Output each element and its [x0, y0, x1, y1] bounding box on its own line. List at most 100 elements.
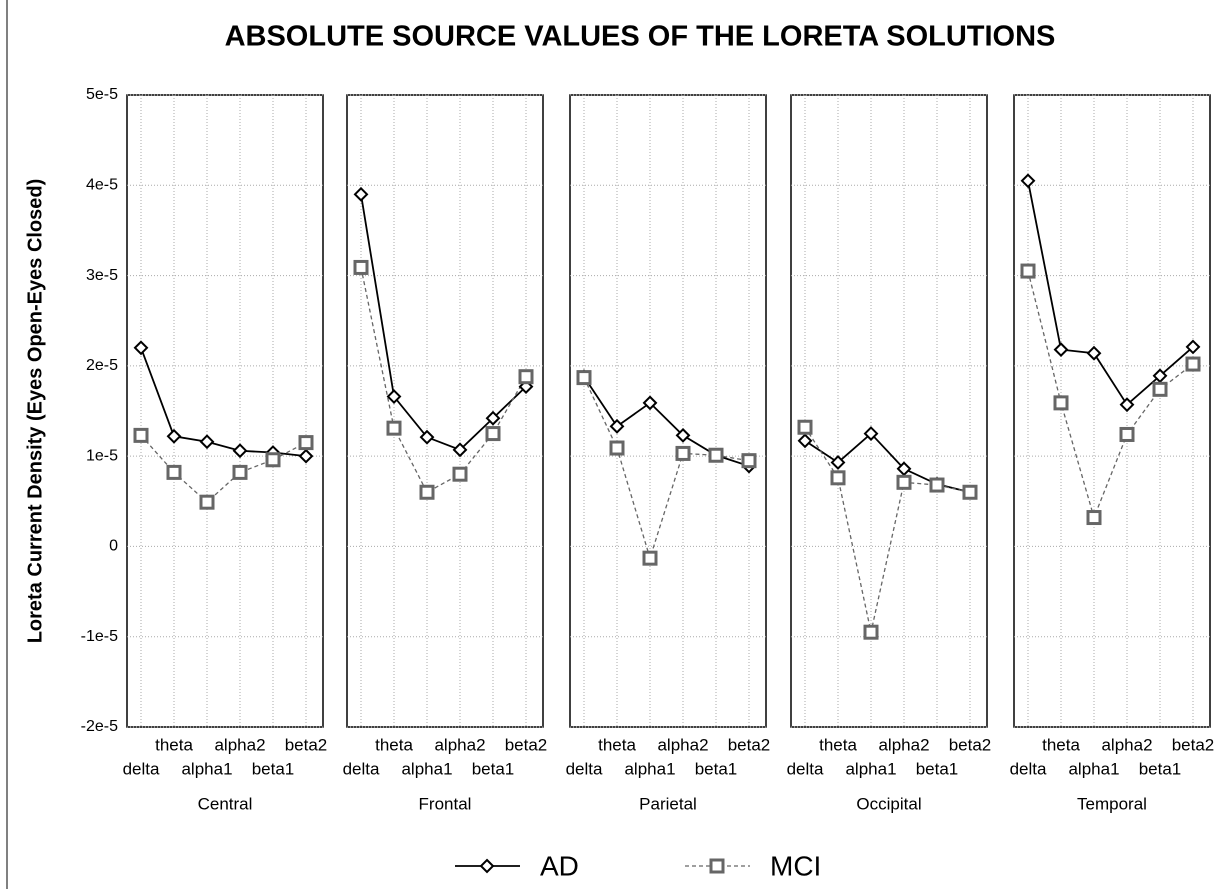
y-tick-label: 2e-5: [86, 357, 118, 374]
marker: [386, 420, 402, 436]
x-tick-label: beta2: [728, 735, 771, 754]
x-tick-label: alpha1: [845, 759, 896, 778]
x-tick-label: beta1: [916, 759, 959, 778]
x-tick-label: delta: [566, 759, 603, 778]
x-tick-label: theta: [375, 735, 413, 754]
x-tick-label: beta1: [695, 759, 738, 778]
legend-label: MCI: [770, 850, 821, 881]
marker: [265, 452, 281, 468]
y-tick-label: -2e-5: [81, 718, 118, 735]
marker: [298, 448, 314, 464]
series-line: [360, 267, 527, 494]
panel-label: Temporal: [1077, 794, 1147, 813]
x-tick-label: beta1: [472, 759, 515, 778]
panel-frame: [790, 94, 988, 728]
marker: [609, 440, 625, 456]
x-tick-label: alpha2: [878, 735, 929, 754]
marker: [642, 395, 658, 411]
marker: [830, 470, 846, 486]
x-tick-label: theta: [1042, 735, 1080, 754]
x-tick-label: alpha2: [657, 735, 708, 754]
x-tick-label: alpha1: [181, 759, 232, 778]
marker: [386, 389, 402, 404]
marker: [133, 427, 149, 443]
x-tick-label: delta: [123, 759, 160, 778]
marker: [609, 418, 625, 434]
chart-title: ABSOLUTE SOURCE VALUES OF THE LORETA SOL…: [225, 21, 1056, 53]
marker: [863, 624, 879, 640]
x-tick-label: delta: [787, 759, 824, 778]
x-tick-label: alpha2: [434, 735, 485, 754]
marker: [485, 410, 501, 426]
y-axis-label: Loreta Current Density (Eyes Open-Eyes C…: [24, 179, 46, 644]
marker: [1119, 397, 1135, 413]
marker: [1119, 426, 1135, 442]
marker: [232, 464, 248, 480]
y-tick-label: -1e-5: [81, 628, 118, 645]
marker: [962, 484, 978, 500]
marker: [929, 477, 945, 493]
marker: [452, 442, 468, 458]
panel-label: Occipital: [856, 794, 921, 813]
marker: [896, 461, 912, 477]
marker: [1152, 368, 1168, 384]
marker: [166, 464, 182, 480]
y-tick-label: 4e-5: [86, 177, 118, 194]
x-tick-label: alpha1: [624, 759, 675, 778]
marker: [298, 435, 314, 451]
panel-frame: [1013, 94, 1211, 728]
marker: [1020, 173, 1036, 189]
panel-label: Parietal: [639, 794, 697, 813]
marker: [741, 453, 757, 469]
panel-frame: [126, 94, 324, 728]
marker: [518, 369, 534, 385]
marker: [675, 445, 691, 461]
marker: [1086, 345, 1102, 361]
marker: [1152, 381, 1168, 397]
series-line: [1027, 180, 1194, 407]
marker: [797, 433, 813, 449]
x-tick-label: beta2: [949, 735, 992, 754]
y-tick-label: 1e-5: [86, 447, 118, 464]
x-tick-label: beta2: [1172, 735, 1215, 754]
y-tick-label: 3e-5: [86, 267, 118, 284]
x-tick-label: alpha2: [1101, 735, 1152, 754]
x-tick-label: theta: [155, 735, 193, 754]
panel-frame: [346, 94, 544, 728]
marker: [797, 419, 813, 435]
x-tick-label: alpha1: [1068, 759, 1119, 778]
marker: [642, 550, 658, 566]
marker: [419, 429, 435, 445]
legend-label: AD: [540, 850, 579, 881]
x-tick-label: beta2: [505, 735, 548, 754]
marker: [1086, 510, 1102, 526]
x-tick-label: theta: [598, 735, 636, 754]
marker: [830, 455, 846, 470]
marker: [708, 447, 724, 463]
y-tick-label: 0: [109, 538, 118, 555]
x-tick-label: delta: [1010, 759, 1047, 778]
marker: [1020, 263, 1036, 279]
marker: [485, 426, 501, 442]
marker: [419, 484, 435, 500]
x-tick-label: beta2: [285, 735, 328, 754]
panel-frame: [569, 94, 767, 728]
marker: [166, 428, 182, 444]
panel-label: Frontal: [419, 794, 472, 813]
panel-label: Central: [198, 794, 253, 813]
marker: [353, 186, 369, 202]
x-tick-label: theta: [819, 735, 857, 754]
marker: [1053, 395, 1069, 411]
x-tick-label: alpha2: [214, 735, 265, 754]
legend-marker: [709, 858, 725, 874]
series-line: [804, 426, 971, 633]
marker: [232, 443, 248, 459]
marker: [199, 494, 215, 510]
marker: [675, 427, 691, 443]
x-tick-label: alpha1: [401, 759, 452, 778]
marker: [1185, 356, 1201, 372]
marker: [576, 370, 592, 386]
marker: [452, 466, 468, 482]
marker: [353, 259, 369, 275]
marker: [863, 426, 879, 441]
